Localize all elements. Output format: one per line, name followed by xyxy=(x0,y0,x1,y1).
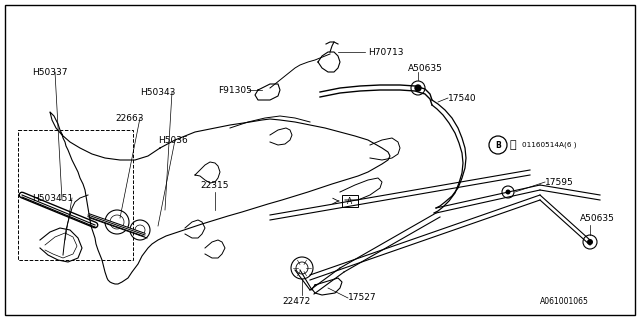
Text: A50635: A50635 xyxy=(580,213,615,222)
Circle shape xyxy=(415,85,421,91)
Bar xyxy=(342,195,358,207)
Text: F91305: F91305 xyxy=(218,85,252,94)
Text: 17595: 17595 xyxy=(545,178,573,187)
Circle shape xyxy=(506,189,511,195)
Text: H503451: H503451 xyxy=(32,194,73,203)
Text: A061001065: A061001065 xyxy=(540,298,589,307)
Text: A: A xyxy=(348,196,353,205)
Text: 22472: 22472 xyxy=(282,298,310,307)
Text: H50337: H50337 xyxy=(32,68,67,76)
Text: H70713: H70713 xyxy=(368,47,403,57)
Text: H50343: H50343 xyxy=(140,87,175,97)
Text: 17540: 17540 xyxy=(448,93,477,102)
Bar xyxy=(18,130,133,260)
Text: B: B xyxy=(495,140,501,149)
Text: 17527: 17527 xyxy=(348,293,376,302)
Text: H5036: H5036 xyxy=(158,135,188,145)
Text: 01160514A(6 ): 01160514A(6 ) xyxy=(522,142,577,148)
Text: Ⓑ: Ⓑ xyxy=(509,140,516,150)
Text: 22315: 22315 xyxy=(200,180,228,189)
Text: A50635: A50635 xyxy=(408,63,443,73)
Text: 22663: 22663 xyxy=(115,114,143,123)
Circle shape xyxy=(587,239,593,245)
